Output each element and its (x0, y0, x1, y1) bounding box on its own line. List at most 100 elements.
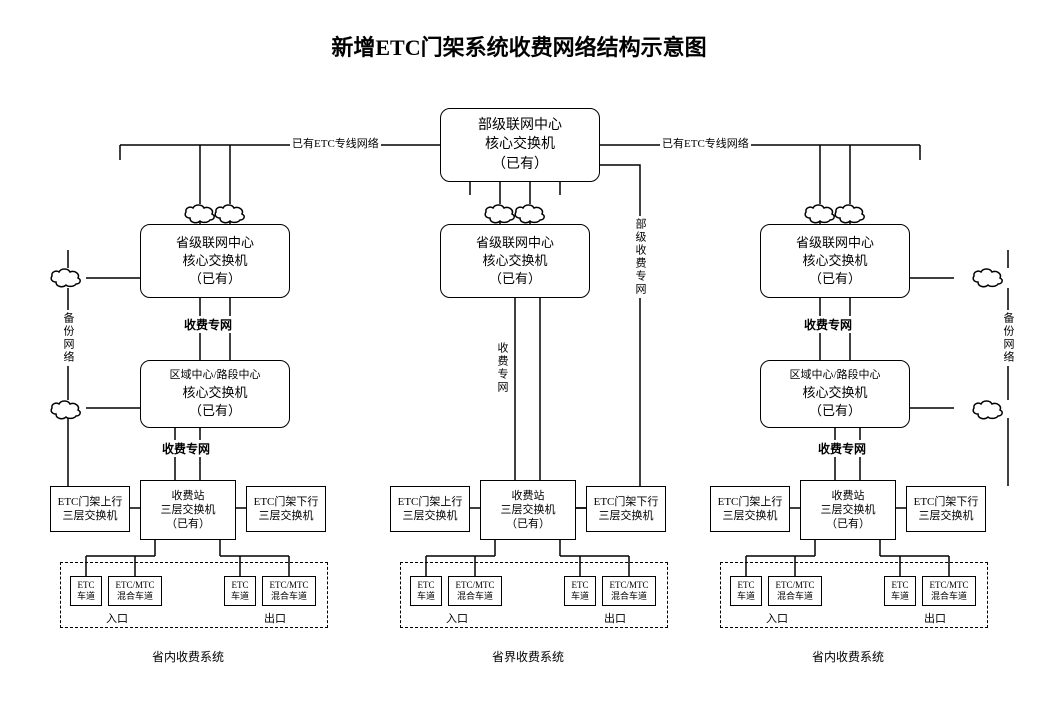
node-line: （已有） (143, 402, 287, 420)
node-line: ETC门架下行 (589, 495, 663, 509)
node-line: 部级联网中心 (443, 116, 597, 136)
node-line: （已有） (803, 517, 893, 531)
label-tollnet: 收费专网 (816, 440, 868, 457)
node-line: 混合车道 (604, 591, 654, 602)
node-line: ETC/MTC (264, 580, 314, 591)
node-line: 核心交换机 (443, 135, 597, 155)
node-line: ETC门架下行 (249, 495, 323, 509)
node-line: ETC门架上行 (393, 495, 467, 509)
node-line: ETC/MTC (770, 580, 820, 591)
node-gantry-up-left: ETC门架上行 三层交换机 (50, 486, 130, 532)
label-exit: 出口 (602, 610, 628, 626)
label-entry: 入口 (104, 610, 130, 626)
lane-mix: ETC/MTC 混合车道 (108, 576, 162, 606)
node-line: 省级联网中心 (443, 234, 587, 252)
lane-mix: ETC/MTC 混合车道 (448, 576, 502, 606)
diagram-title: 新增ETC门架系统收费网络结构示意图 (0, 30, 1038, 62)
node-line: 三层交换机 (803, 503, 893, 517)
node-line: 收费站 (143, 489, 233, 503)
node-line: （已有） (483, 517, 573, 531)
label-tollnet: 收费专网 (802, 316, 854, 333)
node-line: 车道 (412, 591, 440, 602)
node-gantry-up-mid: ETC门架上行 三层交换机 (390, 486, 470, 532)
label-backup-right: 备份网络 (1000, 310, 1016, 366)
node-province-right: 省级联网中心 核心交换机 （已有） (760, 224, 910, 298)
lane-etc: ETC 车道 (410, 576, 442, 606)
label-tollnet: 收费专网 (160, 440, 212, 457)
label-entry: 入口 (444, 610, 470, 626)
node-province-left: 省级联网中心 核心交换机 （已有） (140, 224, 290, 298)
node-line: ETC (886, 580, 914, 591)
node-line: ETC (72, 580, 100, 591)
node-line: 核心交换机 (763, 252, 907, 270)
node-line: ETC/MTC (604, 580, 654, 591)
label-exit: 出口 (922, 610, 948, 626)
label-deptnet-vertical: 部级收费专网 (632, 216, 648, 298)
node-line: 车道 (72, 591, 100, 602)
node-line: 三层交换机 (589, 509, 663, 523)
node-line: （已有） (763, 402, 907, 420)
label-backup-left: 备份网络 (60, 310, 76, 366)
node-line: 三层交换机 (909, 509, 983, 523)
node-line: ETC/MTC (110, 580, 160, 591)
label-exit: 出口 (262, 610, 288, 626)
node-line: ETC (566, 580, 594, 591)
lane-mix: ETC/MTC 混合车道 (262, 576, 316, 606)
node-toll-left: 收费站 三层交换机 （已有） (140, 480, 236, 540)
node-province-mid: 省级联网中心 核心交换机 （已有） (440, 224, 590, 298)
node-line: （已有） (143, 270, 287, 288)
node-line: ETC门架下行 (909, 495, 983, 509)
node-toll-right: 收费站 三层交换机 （已有） (800, 480, 896, 540)
diagram-canvas: 新增ETC门架系统收费网络结构示意图 (0, 0, 1038, 705)
node-line: ETC (226, 580, 254, 591)
node-line: ETC门架上行 (53, 495, 127, 509)
node-line: 车道 (566, 591, 594, 602)
node-line: （已有） (143, 517, 233, 531)
group-caption-right: 省内收费系统 (810, 648, 886, 665)
node-line: 收费站 (483, 489, 573, 503)
lane-etc: ETC 车道 (884, 576, 916, 606)
node-line: 车道 (226, 591, 254, 602)
node-line: 省级联网中心 (763, 234, 907, 252)
node-gantry-up-right: ETC门架上行 三层交换机 (710, 486, 790, 532)
node-line: 核心交换机 (763, 384, 907, 402)
node-line: 车道 (732, 591, 760, 602)
node-line: 三层交换机 (53, 509, 127, 523)
node-gantry-down-left: ETC门架下行 三层交换机 (246, 486, 326, 532)
node-line: ETC (732, 580, 760, 591)
node-line: ETC/MTC (450, 580, 500, 591)
node-line: 三层交换机 (143, 503, 233, 517)
node-line: 混合车道 (924, 591, 974, 602)
node-line: 核心交换机 (443, 252, 587, 270)
group-caption-left: 省内收费系统 (150, 648, 226, 665)
node-region-left: 区域中心/路段中心 核心交换机 （已有） (140, 360, 290, 428)
node-line: 三层交换机 (393, 509, 467, 523)
node-line: （已有） (443, 155, 597, 175)
node-line: ETC/MTC (924, 580, 974, 591)
node-line: 区域中心/路段中心 (763, 368, 907, 383)
lane-etc: ETC 车道 (224, 576, 256, 606)
node-line: （已有） (443, 270, 587, 288)
label-etc-line-right: 已有ETC专线网络 (660, 135, 751, 151)
lane-etc: ETC 车道 (730, 576, 762, 606)
node-toll-mid: 收费站 三层交换机 （已有） (480, 480, 576, 540)
lane-etc: ETC 车道 (70, 576, 102, 606)
label-entry: 入口 (764, 610, 790, 626)
node-line: 车道 (886, 591, 914, 602)
lane-etc: ETC 车道 (564, 576, 596, 606)
node-line: 省级联网中心 (143, 234, 287, 252)
lane-mix: ETC/MTC 混合车道 (768, 576, 822, 606)
label-tollnet: 收费专网 (182, 316, 234, 333)
node-line: 混合车道 (770, 591, 820, 602)
node-line: 核心交换机 (143, 384, 287, 402)
node-line: 混合车道 (450, 591, 500, 602)
node-line: 三层交换机 (713, 509, 787, 523)
node-gantry-down-right: ETC门架下行 三层交换机 (906, 486, 986, 532)
lane-mix: ETC/MTC 混合车道 (922, 576, 976, 606)
label-tollnet-vertical: 收费专网 (494, 340, 510, 396)
node-top-center: 部级联网中心 核心交换机 （已有） (440, 108, 600, 182)
node-line: （已有） (763, 270, 907, 288)
label-etc-line-left: 已有ETC专线网络 (290, 135, 381, 151)
node-line: 混合车道 (110, 591, 160, 602)
node-line: 核心交换机 (143, 252, 287, 270)
